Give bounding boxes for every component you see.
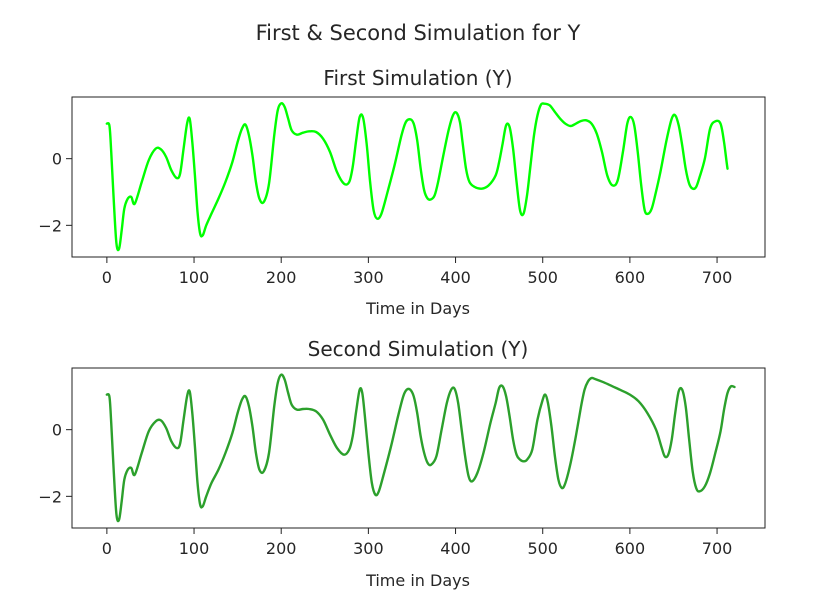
x-tick-label: 100 bbox=[179, 539, 210, 558]
x-tick-label: 700 bbox=[702, 268, 733, 287]
y-tick-label: 0 bbox=[52, 421, 62, 440]
series-line bbox=[105, 102, 729, 252]
series-line bbox=[105, 373, 736, 523]
x-tick-label: 0 bbox=[102, 539, 112, 558]
y-tick-label: −2 bbox=[38, 487, 62, 506]
x-tick-label: 300 bbox=[353, 268, 384, 287]
y-tick-label: −2 bbox=[38, 216, 62, 235]
figure-title: First & Second Simulation for Y bbox=[256, 21, 581, 45]
x-tick-label: 500 bbox=[527, 268, 558, 287]
subplot-first-simulation: First Simulation (Y) 0 100 200 300 400 500 600… bbox=[38, 66, 766, 318]
x-tick-label: 500 bbox=[527, 539, 558, 558]
x-axis-label: Time in Days bbox=[365, 571, 470, 590]
x-tick-label: 200 bbox=[266, 539, 297, 558]
y-tick-label: 0 bbox=[52, 150, 62, 169]
subplot-title: First Simulation (Y) bbox=[323, 66, 512, 90]
tick-layer: 0 100 200 300 400 500 600 700 −2 0 bbox=[38, 150, 732, 287]
subplot-title: Second Simulation (Y) bbox=[308, 337, 529, 361]
x-tick-label: 400 bbox=[440, 539, 471, 558]
tick-layer: 0 100 200 300 400 500 600 700 −2 0 bbox=[38, 421, 732, 558]
x-tick-label: 0 bbox=[102, 268, 112, 287]
x-axis-label: Time in Days bbox=[365, 299, 470, 318]
x-tick-label: 700 bbox=[702, 539, 733, 558]
subplot-second-simulation: Second Simulation (Y) 0 100 200 300 400 500 60… bbox=[38, 337, 766, 590]
x-tick-label: 300 bbox=[353, 539, 384, 558]
x-tick-label: 600 bbox=[615, 539, 646, 558]
x-tick-label: 400 bbox=[440, 268, 471, 287]
x-tick-label: 100 bbox=[179, 268, 210, 287]
x-tick-label: 600 bbox=[615, 268, 646, 287]
x-tick-label: 200 bbox=[266, 268, 297, 287]
